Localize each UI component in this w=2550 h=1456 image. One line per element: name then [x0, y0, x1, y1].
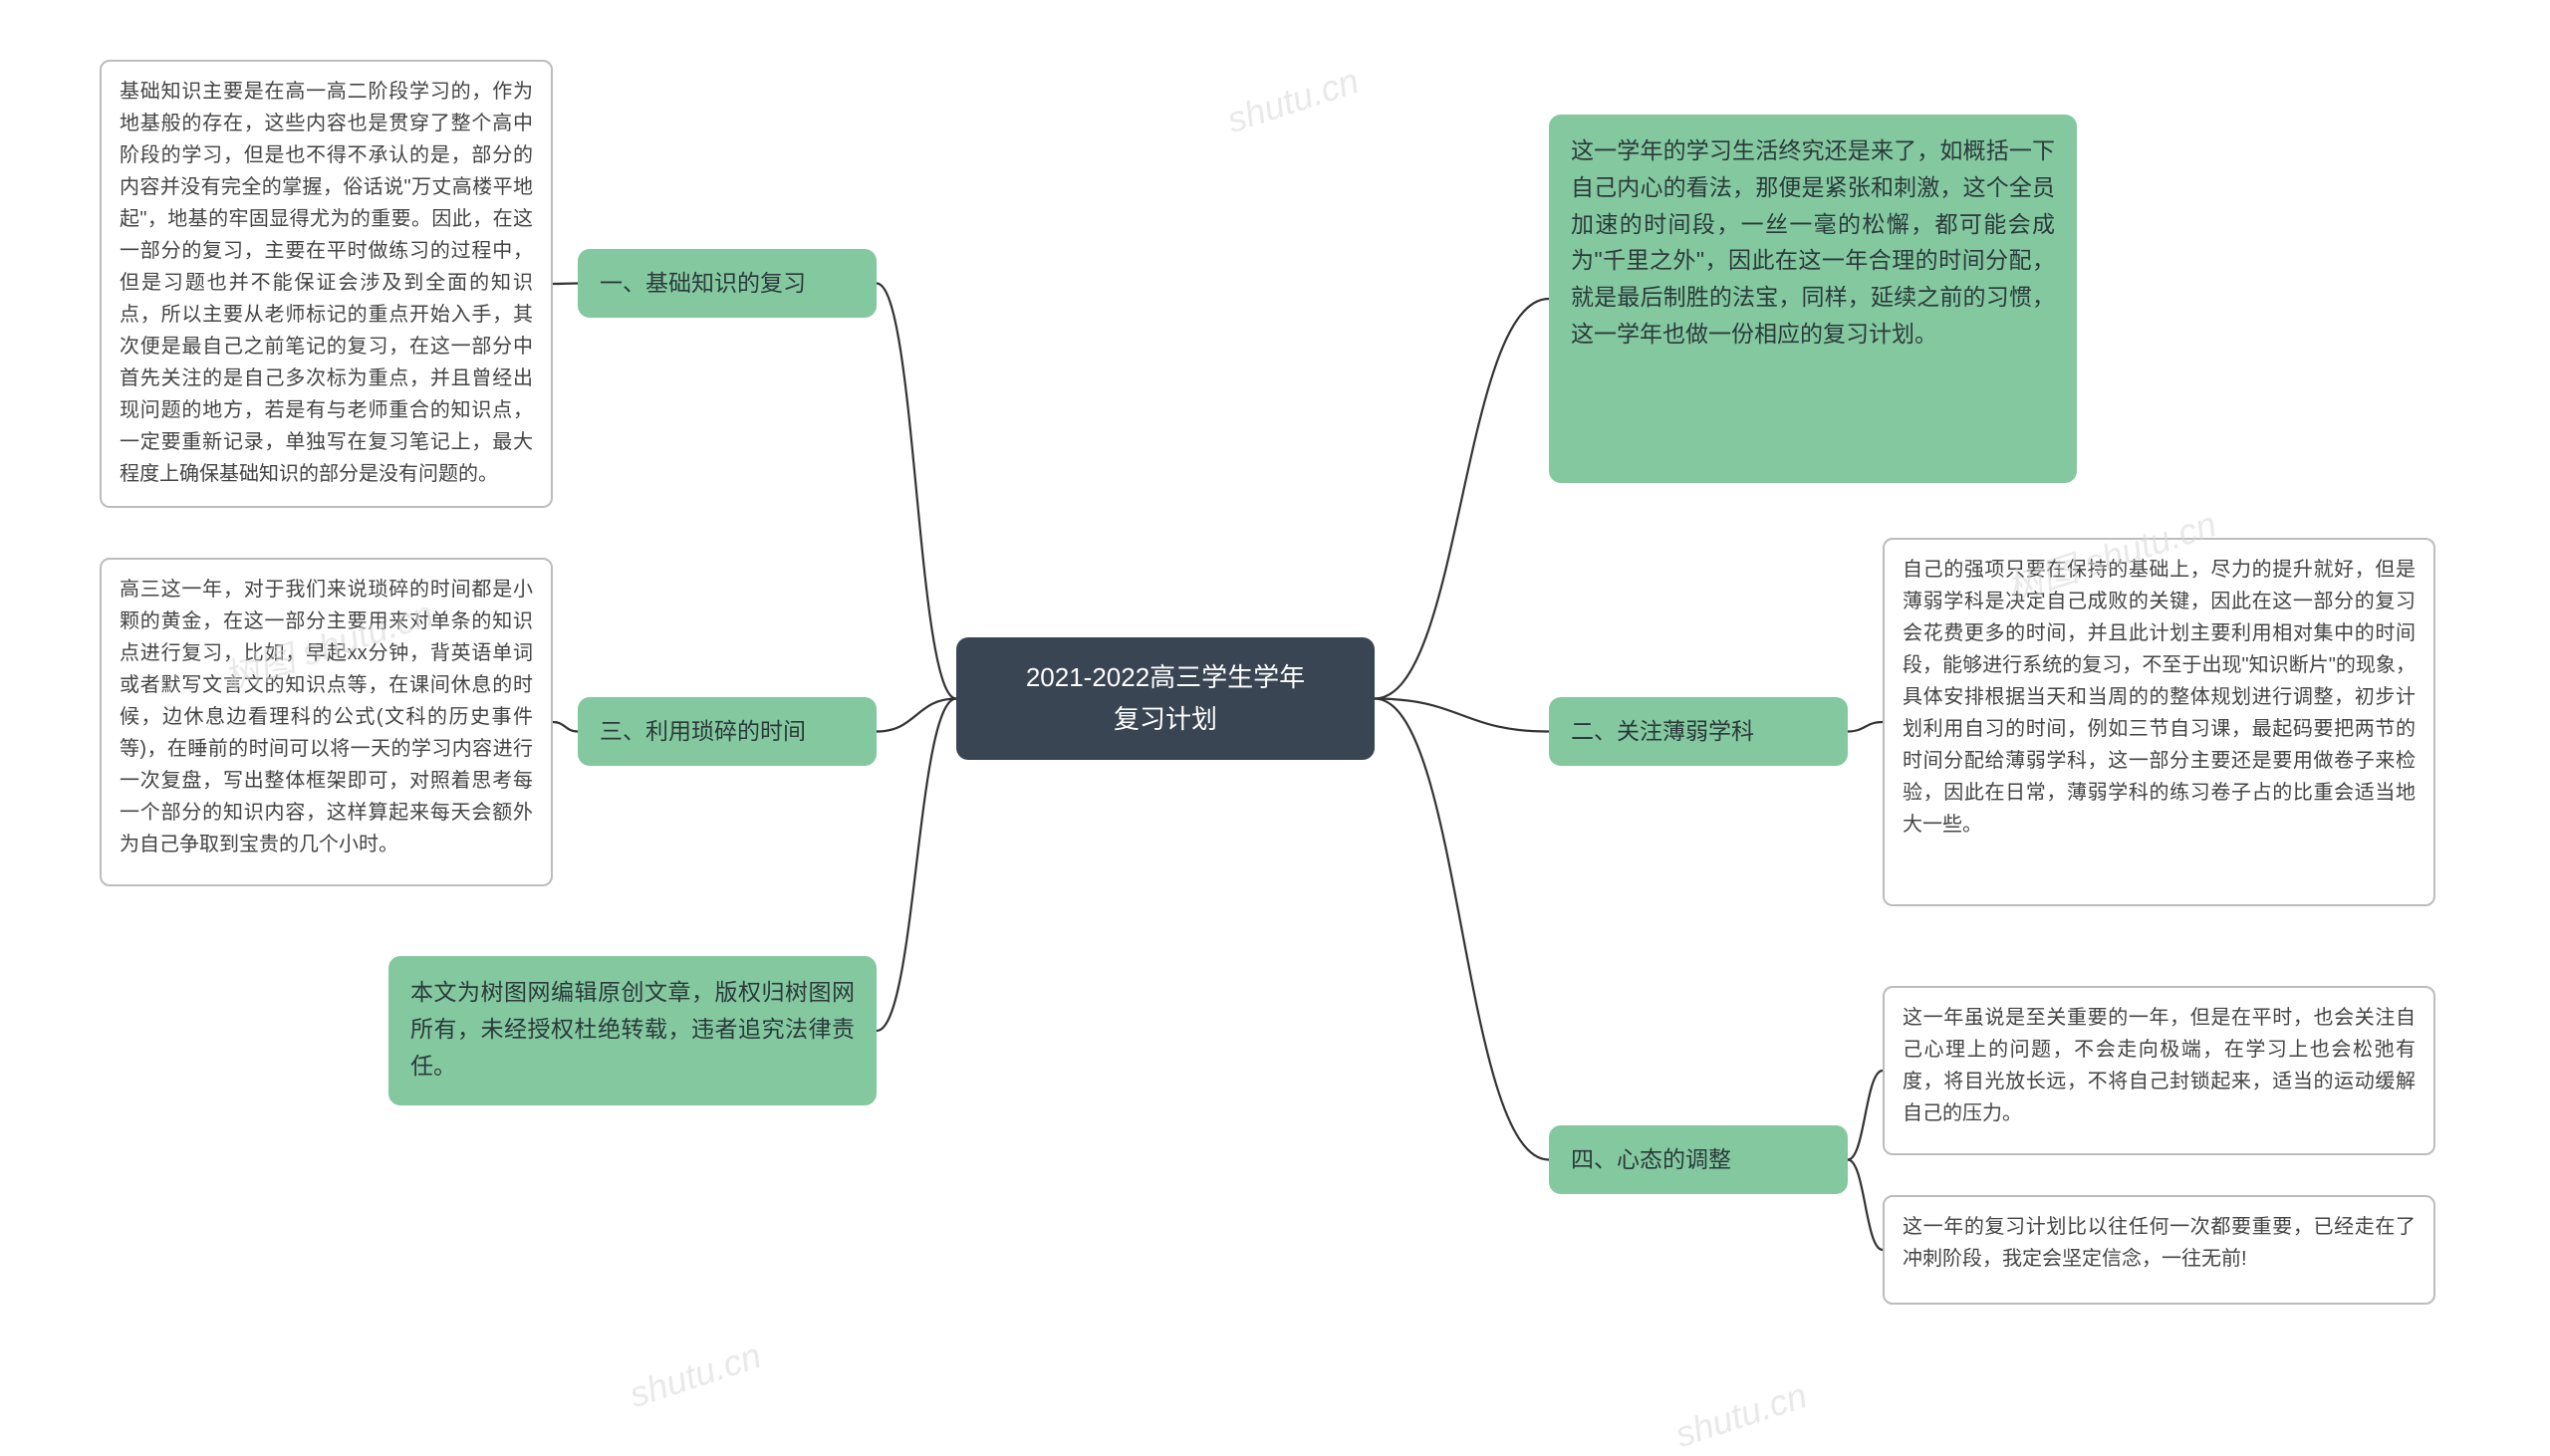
leaf-basic-knowledge: 基础知识主要是在高一高二阶段学习的，作为地基般的存在，这些内容也是贯穿了整个高中…: [100, 60, 553, 508]
leaf-text: 这一年虽说是至关重要的一年，但是在平时，也会关注自己心理上的问题，不会走向极端，…: [1903, 1007, 2416, 1124]
branch-mindset: 四、心态的调整: [1549, 1125, 1848, 1194]
intro-text: 这一学年的学习生活终究还是来了，如概括一下自己内心的看法，那便是紧张和刺激，这个…: [1571, 137, 2055, 347]
branch-label: 四、心态的调整: [1571, 1146, 1731, 1172]
leaf-mindset-b: 这一年的复习计划比以往任何一次都要重要，已经走在了冲刺阶段，我定会坚定信念，一往…: [1883, 1195, 2435, 1305]
leaf-text: 高三这一年，对于我们来说琐碎的时间都是小颗的黄金，在这一部分主要用来对单条的知识…: [120, 579, 533, 855]
intro-note: 这一学年的学习生活终究还是来了，如概括一下自己内心的看法，那便是紧张和刺激，这个…: [1549, 115, 2077, 483]
watermark: shutu.cn: [1670, 1374, 1812, 1456]
branch-weak-subject: 二、关注薄弱学科: [1549, 697, 1848, 766]
branch-label: 三、利用琐碎的时间: [600, 718, 806, 744]
leaf-fragment-time: 高三这一年，对于我们来说琐碎的时间都是小颗的黄金，在这一部分主要用来对单条的知识…: [100, 558, 553, 886]
leaf-text: 这一年的复习计划比以往任何一次都要重要，已经走在了冲刺阶段，我定会坚定信念，一往…: [1903, 1216, 2416, 1270]
leaf-text: 自己的强项只要在保持的基础上，尽力的提升就好，但是薄弱学科是决定自己成败的关键，…: [1903, 559, 2416, 836]
copyright-text: 本文为树图网编辑原创文章，版权归树图网所有，未经授权杜绝转载，违者追究法律责任。: [410, 979, 855, 1079]
watermark: shutu.cn: [625, 1335, 766, 1416]
branch-fragment-time: 三、利用琐碎的时间: [578, 697, 877, 766]
leaf-text: 基础知识主要是在高一高二阶段学习的，作为地基般的存在，这些内容也是贯穿了整个高中…: [120, 81, 533, 485]
center-title: 2021-2022高三学生学年复习计划: [1026, 662, 1305, 734]
branch-label: 一、基础知识的复习: [600, 270, 806, 296]
center-node: 2021-2022高三学生学年复习计划: [956, 637, 1375, 760]
copyright-note: 本文为树图网编辑原创文章，版权归树图网所有，未经授权杜绝转载，违者追究法律责任。: [388, 956, 877, 1105]
branch-label: 二、关注薄弱学科: [1571, 718, 1754, 744]
leaf-weak-subject: 自己的强项只要在保持的基础上，尽力的提升就好，但是薄弱学科是决定自己成败的关键，…: [1883, 538, 2435, 906]
branch-basic-knowledge: 一、基础知识的复习: [578, 249, 877, 318]
watermark: shutu.cn: [1222, 60, 1364, 141]
leaf-mindset-a: 这一年虽说是至关重要的一年，但是在平时，也会关注自己心理上的问题，不会走向极端，…: [1883, 986, 2435, 1155]
